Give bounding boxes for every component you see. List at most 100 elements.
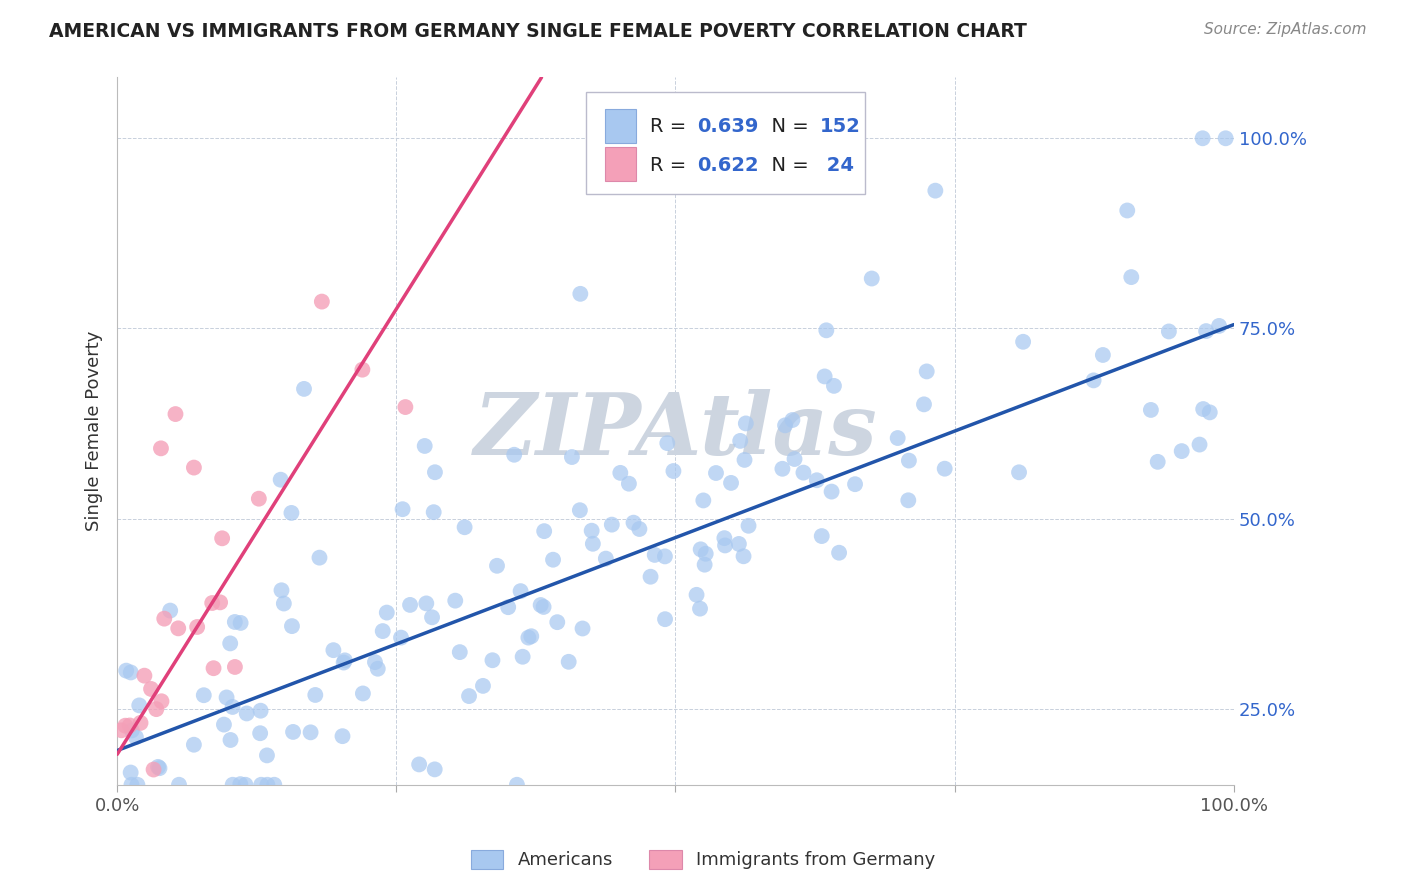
- Point: [115, 664, 138, 678]
- Point: [1140, 403, 1163, 417]
- Point: [692, 493, 714, 508]
- Point: [569, 286, 592, 301]
- Point: [129, 715, 152, 730]
- Text: 24: 24: [820, 156, 853, 176]
- Point: [582, 537, 605, 551]
- Point: [449, 645, 471, 659]
- Point: [183, 460, 205, 475]
- Point: [734, 453, 756, 467]
- Point: [1091, 348, 1114, 362]
- Point: [221, 778, 243, 792]
- Legend: Americans, Immigrants from Germany: Americans, Immigrants from Germany: [461, 841, 945, 879]
- Point: [623, 516, 645, 530]
- Point: [211, 531, 233, 545]
- Point: [333, 653, 356, 667]
- Point: [249, 704, 271, 718]
- Point: [1192, 402, 1215, 417]
- Point: [496, 600, 519, 615]
- Point: [654, 612, 676, 626]
- Text: 0.639: 0.639: [697, 117, 758, 136]
- Point: [299, 725, 322, 739]
- Text: R =: R =: [650, 156, 692, 176]
- Point: [352, 362, 374, 376]
- Point: [520, 629, 543, 643]
- Point: [820, 484, 842, 499]
- Text: N =: N =: [759, 117, 815, 136]
- Point: [125, 730, 148, 744]
- Point: [281, 725, 304, 739]
- Point: [322, 643, 344, 657]
- Point: [120, 765, 142, 780]
- Point: [541, 552, 564, 566]
- Point: [860, 271, 883, 285]
- Point: [481, 653, 503, 667]
- Point: [713, 531, 735, 545]
- Point: [720, 475, 742, 490]
- Point: [247, 491, 270, 506]
- Point: [1208, 318, 1230, 333]
- Point: [1008, 465, 1031, 479]
- Point: [444, 593, 467, 607]
- Point: [413, 439, 436, 453]
- Point: [1083, 373, 1105, 387]
- Point: [202, 661, 225, 675]
- Point: [371, 624, 394, 638]
- Point: [783, 452, 806, 467]
- Point: [183, 738, 205, 752]
- Point: [209, 595, 232, 609]
- Point: [561, 450, 583, 464]
- Bar: [605, 147, 637, 181]
- Point: [145, 702, 167, 716]
- Point: [224, 615, 246, 629]
- Point: [828, 546, 851, 560]
- Point: [581, 524, 603, 538]
- Point: [423, 465, 446, 479]
- Point: [420, 610, 443, 624]
- Point: [367, 662, 389, 676]
- Point: [628, 522, 651, 536]
- Point: [389, 631, 412, 645]
- Point: [657, 436, 679, 450]
- Point: [1188, 437, 1211, 451]
- Point: [1191, 131, 1213, 145]
- Point: [1012, 334, 1035, 349]
- Point: [617, 476, 640, 491]
- Point: [546, 615, 568, 630]
- Point: [186, 620, 208, 634]
- Point: [167, 778, 190, 792]
- Point: [270, 473, 292, 487]
- Point: [229, 615, 252, 630]
- Point: [250, 778, 273, 792]
- Point: [150, 694, 173, 708]
- Point: [814, 369, 837, 384]
- FancyBboxPatch shape: [586, 92, 865, 194]
- Text: ZIPAtlas: ZIPAtlas: [474, 389, 877, 473]
- Point: [609, 466, 631, 480]
- Point: [391, 502, 413, 516]
- Point: [644, 548, 666, 562]
- Point: [219, 733, 242, 747]
- Point: [517, 631, 540, 645]
- Point: [912, 397, 935, 411]
- Point: [810, 529, 832, 543]
- Point: [249, 726, 271, 740]
- Point: [121, 778, 143, 792]
- Point: [165, 407, 187, 421]
- Point: [281, 619, 304, 633]
- Text: 152: 152: [820, 117, 860, 136]
- Point: [142, 763, 165, 777]
- Point: [662, 464, 685, 478]
- Point: [714, 538, 737, 552]
- Point: [806, 473, 828, 487]
- Point: [770, 462, 793, 476]
- Point: [193, 688, 215, 702]
- Point: [311, 294, 333, 309]
- Text: N =: N =: [759, 156, 815, 176]
- Point: [292, 382, 315, 396]
- Point: [153, 612, 176, 626]
- Point: [256, 748, 278, 763]
- Point: [1121, 270, 1143, 285]
- Point: [728, 434, 751, 448]
- Point: [221, 700, 243, 714]
- Point: [110, 723, 132, 738]
